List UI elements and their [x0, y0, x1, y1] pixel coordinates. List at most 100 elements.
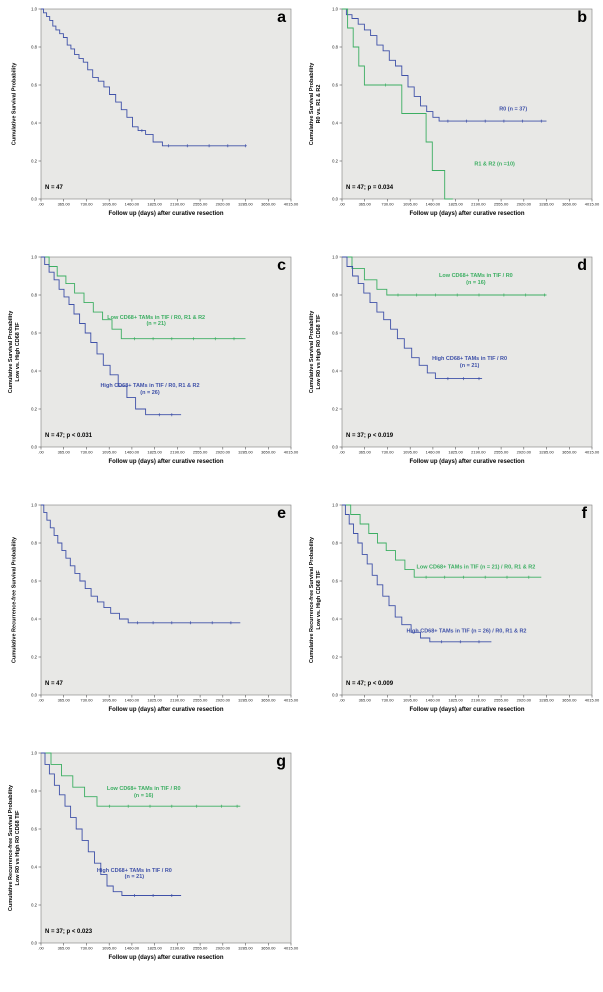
y-tick-label: 0.0: [332, 445, 338, 450]
y-axis-label-line: R0 vs. R1 & R2: [316, 84, 322, 124]
censor-mark: [148, 804, 152, 808]
y-axis-label-line: Cumulative Recurrence-free Survival Prob…: [7, 784, 14, 912]
x-tick-label: .00: [38, 698, 44, 703]
censor-mark: [505, 575, 509, 579]
legend-label-green: R1 & R2 (n =10): [474, 161, 515, 168]
panel-letter: d: [577, 257, 587, 274]
x-tick-label: 2555.00: [193, 450, 208, 455]
km-curve-blue: [342, 8, 547, 122]
censor-mark: [415, 293, 419, 297]
stats-annotation: N = 47; p < 0.031: [45, 433, 93, 439]
legend-label-line: (n = 26): [140, 390, 160, 396]
censor-mark: [244, 144, 247, 148]
censor-mark: [461, 575, 465, 579]
legend-label-blue: R0 (n = 37): [499, 106, 527, 113]
censor-mark: [458, 640, 462, 644]
y-tick-label: 0.2: [31, 159, 37, 164]
y-tick-label: 0.2: [332, 159, 338, 164]
censor-mark: [108, 804, 111, 808]
y-tick-label: 0.4: [332, 617, 338, 622]
x-tick-label: 2920.00: [216, 450, 231, 455]
censor-mark: [502, 119, 506, 123]
plot-area: [40, 8, 292, 200]
legend-label-line: (n = 16): [466, 279, 486, 286]
y-tick-label: 0.6: [31, 579, 37, 584]
x-tick-label: 3285.00: [539, 202, 554, 207]
plot-area: [341, 8, 593, 200]
y-tick-label: 0.2: [31, 903, 37, 908]
censor-mark: [126, 804, 130, 808]
x-tick-label: 4015.00: [585, 698, 600, 703]
y-axis-label: Cumulative Survival Probability: [11, 63, 18, 146]
x-tick-label: 4015.00: [284, 450, 299, 455]
plot-area: [40, 504, 292, 696]
y-tick-label: 0.6: [332, 83, 338, 88]
censor-mark: [446, 377, 450, 381]
y-tick-label: 1.0: [31, 503, 37, 508]
y-tick-label: 0.4: [31, 617, 37, 622]
censor-mark: [185, 144, 189, 148]
y-tick-label: 0.2: [31, 655, 37, 660]
plot-svg-e: .00 365.00 730.00 1095.00 1460.00 1825.00 2190…: [31, 503, 299, 703]
legend-label-line: High CD68+ TAMs in TIF / R0, R1 & R2: [100, 383, 200, 390]
panel-letter: e: [277, 505, 286, 522]
y-axis-label-line: Low R0 vs High R0 CD68 TIF: [15, 810, 21, 886]
y-tick-label: 0.8: [31, 789, 37, 794]
km-curve-green: [342, 504, 542, 578]
x-tick-label: 2920.00: [517, 698, 532, 703]
stats-annotation: N = 37; p < 0.019: [346, 433, 394, 439]
panel-g: .00 365.00 730.00 1095.00 1460.00 1825.00 2190…: [1, 744, 302, 992]
y-tick-label: 0.0: [332, 693, 338, 698]
x-tick-label: 3285.00: [238, 698, 253, 703]
censor-mark: [195, 804, 199, 808]
legend-label-line: Low CD68+ TAMs in TIF (n = 21) / R0, R1 …: [416, 564, 536, 571]
x-tick-label: 2555.00: [193, 698, 208, 703]
stats-annotation: N = 47: [45, 681, 63, 687]
y-tick-label: 0.8: [332, 293, 338, 298]
y-tick-label: 0.8: [31, 45, 37, 50]
plot-svg-g: .00 365.00 730.00 1095.00 1460.00 1825.00 2190…: [31, 751, 299, 951]
legend-label-line: Low CD68+ TAMs in TIF / R0: [106, 786, 181, 793]
x-tick-label: 365.00: [58, 202, 71, 207]
x-tick-label: 3650.00: [562, 202, 577, 207]
x-tick-label: 3650.00: [261, 450, 276, 455]
censor-mark: [207, 144, 211, 148]
censor-mark: [170, 413, 174, 417]
y-tick-label: 0.4: [31, 121, 37, 126]
x-tick-label: 2920.00: [517, 202, 532, 207]
panel-letter: a: [277, 9, 286, 26]
x-tick-label: 730.00: [80, 698, 93, 703]
x-tick-label: 2920.00: [216, 202, 231, 207]
x-tick-label: 2920.00: [216, 698, 231, 703]
y-axis-label-line: Cumulative Survival Probability: [11, 62, 18, 146]
censor-mark: [521, 119, 525, 123]
legend-label-blue: High CD68+ TAMs in TIF / R0, R1 & R2 (n =…: [100, 383, 199, 397]
legend-label-line: High CD68+ TAMs in TIF (n = 26) / R0, R1…: [406, 628, 527, 635]
legend-label-line: High CD68+ TAMs in TIF / R0: [96, 867, 172, 874]
x-axis-label: Follow up (days) after curative resectio…: [409, 211, 525, 217]
y-tick-label: 0.8: [332, 45, 338, 50]
y-axis-label: Cumulative Survival Probability R0 vs. R…: [309, 63, 323, 146]
stats-annotation: N = 47: [45, 185, 63, 191]
y-axis-label: Cumulative Recurrence-free Survival Prob…: [11, 537, 18, 663]
y-tick-label: 0.6: [31, 331, 37, 336]
censor-mark: [136, 621, 139, 625]
y-tick-label: 1.0: [332, 255, 338, 260]
x-axis-label: Follow up (days) after curative resectio…: [108, 955, 224, 961]
legend-label-line: (n = 16): [133, 792, 154, 799]
censor-mark: [170, 337, 174, 341]
y-tick-label: 1.0: [332, 7, 338, 12]
censor-mark: [461, 377, 465, 381]
x-tick-label: 365.00: [58, 946, 71, 951]
plot-svg-f: .00 365.00 730.00 1095.00 1460.00 1825.00 2190…: [332, 503, 600, 703]
x-tick-label: 730.00: [381, 202, 394, 207]
y-tick-label: 0.4: [332, 369, 338, 374]
legend-label-line: High CD68+ TAMs in TIF / R0: [432, 356, 508, 363]
censor-mark: [151, 894, 155, 897]
plot-area: [40, 752, 292, 944]
censor-mark: [539, 119, 543, 123]
x-tick-label: 2555.00: [193, 202, 208, 207]
x-tick-label: 3650.00: [261, 202, 276, 207]
y-tick-label: 1.0: [31, 255, 37, 260]
